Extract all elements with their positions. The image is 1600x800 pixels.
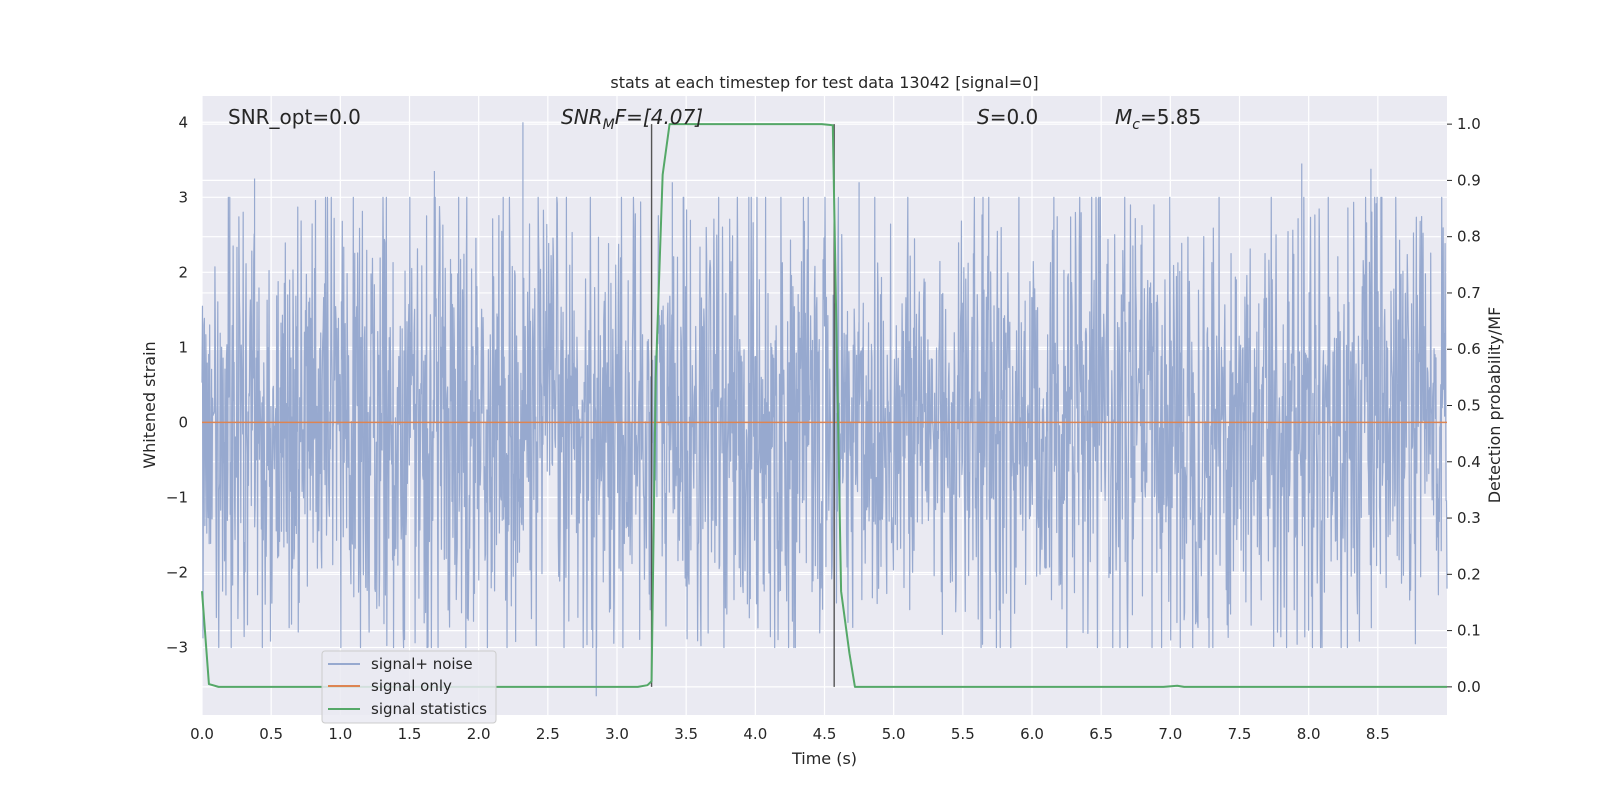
mc-annotation: Mc=5.85 xyxy=(1115,105,1201,133)
x-tick-label: 2.0 xyxy=(467,725,491,743)
y2-tick-label: 0.1 xyxy=(1457,622,1481,640)
x-tick-label: 1.5 xyxy=(398,725,422,743)
y2-tick-label: 0.4 xyxy=(1457,453,1481,471)
x-tick-label: 1.0 xyxy=(328,725,352,743)
y-tick-label: 3 xyxy=(178,188,188,206)
y-tick-label: −3 xyxy=(166,638,188,656)
legend-label-signal-only: signal only xyxy=(371,677,452,695)
y2-tick-labels: 0.0 0.1 0.2 0.3 0.4 0.5 0.6 0.7 0.8 0.9 1.0 xyxy=(1447,115,1481,696)
snr-mf-annotation: SNRMF=[4.07] xyxy=(561,105,703,133)
legend-box xyxy=(321,650,497,724)
x-tick-label: 7.5 xyxy=(1228,725,1252,743)
x-tick-label: 6.5 xyxy=(1089,725,1113,743)
signal-noise-series xyxy=(201,122,1448,697)
x-tick-label: 4.5 xyxy=(813,725,837,743)
s-rest: =0.0 xyxy=(990,105,1039,129)
s-annotation: S=0.0 xyxy=(977,105,1038,129)
y2-axis-label: Detection probability/MF xyxy=(1485,307,1504,504)
legend-label-signal-statistics: signal statistics xyxy=(371,700,487,718)
y-tick-labels: −3 −2 −1 0 1 2 3 4 xyxy=(166,113,188,656)
legend: signal+ noise signal only signal statist… xyxy=(321,650,497,724)
x-tick-labels: 0.0 0.5 1.0 1.5 2.0 2.5 3.0 3.5 4.0 4.5 5.0 5.5 6.0 6… xyxy=(190,725,1390,743)
x-tick-label: 8.5 xyxy=(1366,725,1390,743)
mc-rest: =5.85 xyxy=(1140,105,1201,129)
y2-tick-label: 0.5 xyxy=(1457,397,1481,415)
y2-tick-label: 1.0 xyxy=(1457,115,1481,133)
x-tick-label: 0.5 xyxy=(259,725,283,743)
y-tick-label: 1 xyxy=(178,338,188,356)
y-tick-label: 0 xyxy=(178,413,188,431)
signal-noise-line xyxy=(201,122,1448,697)
x-tick-label: 0.0 xyxy=(190,725,214,743)
chart-title: stats at each timestep for test data 130… xyxy=(610,73,1038,92)
signal-statistics-line xyxy=(201,123,1447,688)
x-tick-label: 6.0 xyxy=(1020,725,1044,743)
x-tick-label: 2.5 xyxy=(536,725,560,743)
y-tick-label: −2 xyxy=(166,563,188,581)
y-tick-label: −1 xyxy=(166,488,188,506)
x-tick-label: 3.5 xyxy=(674,725,698,743)
mc-subscript: c xyxy=(1132,117,1140,133)
y2-tick-label: 0.0 xyxy=(1457,678,1481,696)
y2-tick-label: 0.7 xyxy=(1457,284,1481,302)
x-tick-label: 3.0 xyxy=(605,725,629,743)
y-axis-label: Whitened strain xyxy=(140,341,159,468)
x-tick-label: 7.0 xyxy=(1158,725,1182,743)
x-tick-label: 5.0 xyxy=(882,725,906,743)
legend-label-signal-noise: signal+ noise xyxy=(371,655,473,673)
s-symbol: S xyxy=(977,105,990,129)
x-tick-label: 4.0 xyxy=(743,725,767,743)
signal-statistics-series xyxy=(201,123,1447,688)
x-tick-label: 8.0 xyxy=(1297,725,1321,743)
y2-tick-label: 0.9 xyxy=(1457,171,1481,189)
y2-tick-label: 0.8 xyxy=(1457,228,1481,246)
x-axis-label: Time (s) xyxy=(791,749,857,768)
snr-mf-rest: F=[4.07] xyxy=(615,105,703,129)
snr-mf-subscript: M xyxy=(603,117,615,133)
snr-opt-annotation: SNR_opt=0.0 xyxy=(228,105,361,129)
snr-mf-symbol: SNR xyxy=(561,105,603,129)
y-tick-label: 4 xyxy=(178,113,188,131)
y-tick-label: 2 xyxy=(178,263,188,281)
y2-tick-label: 0.6 xyxy=(1457,340,1481,358)
y2-tick-label: 0.2 xyxy=(1457,565,1481,583)
y2-tick-label: 0.3 xyxy=(1457,509,1481,527)
mc-symbol: M xyxy=(1115,105,1132,129)
x-tick-label: 5.5 xyxy=(951,725,975,743)
